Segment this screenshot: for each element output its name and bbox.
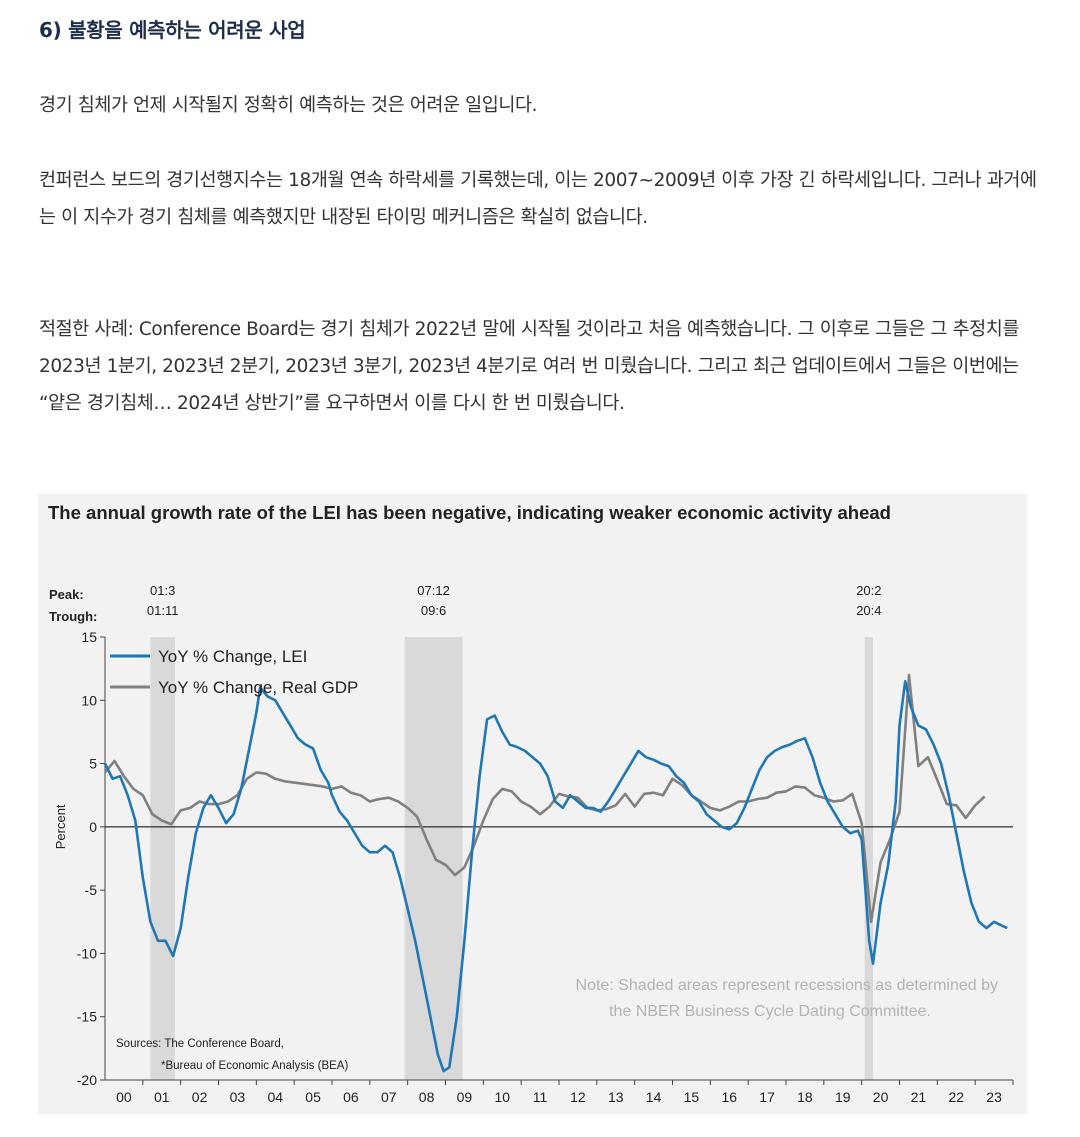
- x-tick-label: 14: [646, 1089, 662, 1105]
- x-tick-label: 02: [192, 1089, 208, 1105]
- note-text: Note: Shaded areas represent recessions …: [576, 977, 998, 994]
- y-tick-label: 0: [89, 819, 97, 835]
- chart-title: The annual growth rate of the LEI has be…: [48, 502, 891, 523]
- recession-band: [864, 637, 874, 1080]
- y-tick-label: -20: [77, 1072, 97, 1088]
- recession-peak-label: 01:3: [150, 583, 175, 598]
- series-line: [104, 673, 986, 924]
- x-tick-label: 15: [684, 1089, 700, 1105]
- series-line: [103, 680, 1008, 1073]
- recession-trough-label: 20:4: [856, 603, 881, 618]
- x-tick-label: 05: [305, 1089, 321, 1105]
- x-tick-label: 18: [797, 1089, 813, 1105]
- x-tick-label: 06: [343, 1089, 359, 1105]
- trough-label: Trough:: [49, 609, 97, 624]
- y-tick-label: 15: [81, 629, 97, 645]
- paragraph-case: 적절한 사례: Conference Board는 경기 침체가 2022년 말…: [39, 319, 1019, 414]
- recession-trough-label: 01:11: [147, 603, 179, 618]
- recession-band: [150, 637, 175, 1080]
- x-tick-label: 03: [230, 1089, 246, 1105]
- legend-label: YoY % Change, LEI: [158, 647, 307, 666]
- y-tick-label: 10: [81, 692, 97, 708]
- recession-peak-label: 20:2: [856, 583, 881, 598]
- paragraph-lei: 컨퍼런스 보드의 경기선행지수는 18개월 연속 하락세를 기록했는데, 이는 …: [39, 170, 1037, 228]
- recession-band: [404, 637, 463, 1080]
- y-tick-label: -10: [77, 945, 97, 961]
- x-tick-label: 16: [721, 1089, 737, 1105]
- x-tick-label: 11: [533, 1089, 548, 1105]
- sources-text: *Bureau of Economic Analysis (BEA): [161, 1060, 348, 1072]
- lei-chart: 01:3 01:11 07:12 09:6 20:2 20:4 Peak: Trough: 15…: [49, 583, 1014, 1105]
- x-tick-label: 00: [116, 1089, 132, 1105]
- x-tick-label: 12: [570, 1089, 586, 1105]
- peak-label: Peak:: [49, 587, 84, 602]
- x-tick-label: 10: [494, 1089, 510, 1105]
- x-tick-label: 04: [267, 1089, 283, 1105]
- x-tick-label: 19: [835, 1089, 851, 1105]
- x-tick-label: 22: [948, 1089, 964, 1105]
- y-axis-title: Percent: [53, 804, 68, 849]
- chart-figure: The annual growth rate of the LEI has be…: [38, 494, 1027, 1114]
- x-tick-label: 21: [911, 1089, 927, 1105]
- x-tick-label: 17: [759, 1089, 775, 1105]
- recession-trough-label: 09:6: [421, 603, 446, 618]
- y-tick-label: -15: [77, 1009, 97, 1025]
- x-tick-label: 07: [381, 1089, 397, 1105]
- x-tick-label: 23: [986, 1089, 1002, 1105]
- x-tick-label: 01: [154, 1089, 170, 1105]
- x-tick-label: 09: [457, 1089, 473, 1105]
- paragraph-intro: 경기 침체가 언제 시작될지 정확히 예측하는 것은 어려운 일입니다.: [39, 95, 538, 116]
- section-heading: 6) 불황을 예측하는 어려운 사업: [39, 18, 306, 42]
- x-tick-label: 20: [873, 1089, 889, 1105]
- y-tick-label: -5: [85, 882, 98, 898]
- sources-text: Sources: The Conference Board,: [116, 1038, 284, 1050]
- recession-peak-label: 07:12: [417, 583, 450, 598]
- note-text: the NBER Business Cycle Dating Committee…: [609, 1003, 931, 1020]
- y-tick-label: 5: [89, 756, 97, 772]
- x-tick-label: 08: [419, 1089, 435, 1105]
- legend-label: YoY % Change, Real GDP: [158, 678, 358, 697]
- x-tick-label: 13: [608, 1089, 624, 1105]
